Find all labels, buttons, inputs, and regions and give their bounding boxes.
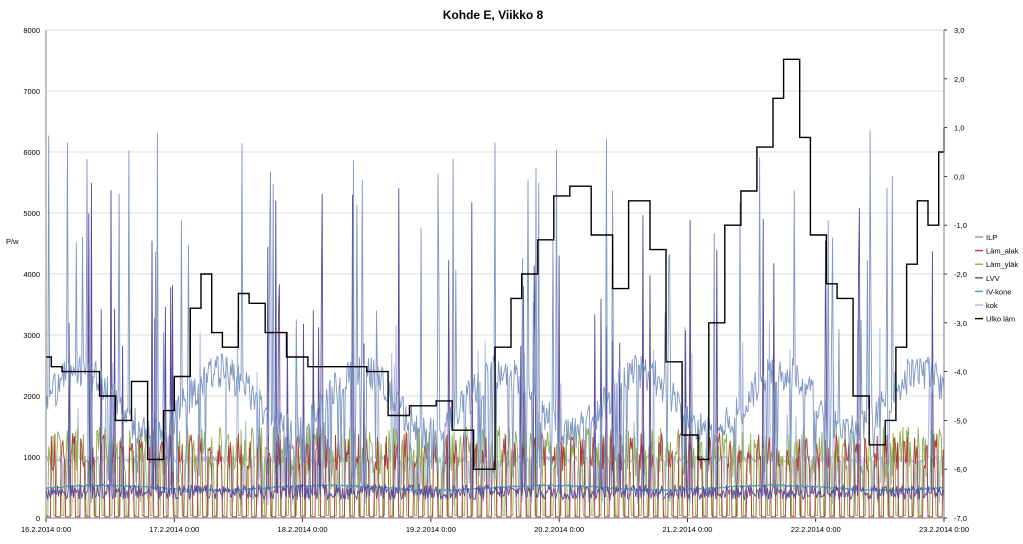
x-tick-label: 17.2.2014 0:00 <box>149 525 199 534</box>
y2-tick-label: 1,0 <box>954 124 964 133</box>
y2-tick-label: -1,0 <box>954 221 967 230</box>
series-line-ilp <box>45 130 945 494</box>
y2-tick-label: -2,0 <box>954 270 967 279</box>
y-tick-label: 3000 <box>23 331 40 340</box>
series-layer <box>45 58 945 518</box>
y-tick-label: 1000 <box>23 453 40 462</box>
legend-label: IV-kone <box>986 287 1011 296</box>
series-line-lvv <box>45 182 945 502</box>
y-tick-label: 7000 <box>23 87 40 96</box>
x-tick-label: 19.2.2014 0:00 <box>406 525 456 534</box>
legend-label: kok <box>986 301 998 310</box>
y-tick-label: 6000 <box>23 148 40 157</box>
y-tick-label: 2000 <box>23 392 40 401</box>
y2-tick-label: -5,0 <box>954 416 967 425</box>
series-line-lam-ylak <box>46 426 945 517</box>
y2-tick-label: -7,0 <box>954 514 967 523</box>
y2-tick-label: -4,0 <box>954 368 967 377</box>
y-tick-label: 5000 <box>23 209 40 218</box>
chart-title: Kohde E, Viikko 8 <box>443 8 544 22</box>
y2-tick-label: -3,0 <box>954 319 967 328</box>
y-tick-label: 8000 <box>23 26 40 35</box>
legend-label: Läm_alak <box>986 247 1019 256</box>
legend: ILP Läm_alak Läm_yläk LVV IV-kone kok Ulko läm <box>975 233 1019 324</box>
legend-label: Ulko läm <box>986 315 1015 324</box>
legend-label: ILP <box>986 233 997 242</box>
x-tick-label: 22.2.2014 0:00 <box>791 525 841 534</box>
x-tick-label: 16.2.2014 0:00 <box>21 525 71 534</box>
x-tick-label: 21.2.2014 0:00 <box>662 525 712 534</box>
x-tick-label: 18.2.2014 0:00 <box>278 525 328 534</box>
y2-tick-label: 3,0 <box>954 26 964 35</box>
y-axis-label: P/w <box>6 237 19 246</box>
y-tick-label: 0 <box>36 514 40 523</box>
legend-label: LVV <box>986 274 1000 283</box>
axes: 0 1000 2000 3000 4000 5000 6000 7000 8000 -7,0 -6,… <box>21 26 969 534</box>
legend-label: Läm_yläk <box>986 260 1018 269</box>
x-tick-label: 20.2.2014 0:00 <box>534 525 584 534</box>
x-tick-label: 23.2.2014 0:00 <box>919 525 969 534</box>
y2-tick-label: 2,0 <box>954 75 964 84</box>
y2-tick-label: -6,0 <box>954 465 967 474</box>
y2-tick-label: 0,0 <box>954 172 964 181</box>
y-tick-label: 4000 <box>23 270 40 279</box>
series-line-ulko-lam <box>46 58 945 470</box>
